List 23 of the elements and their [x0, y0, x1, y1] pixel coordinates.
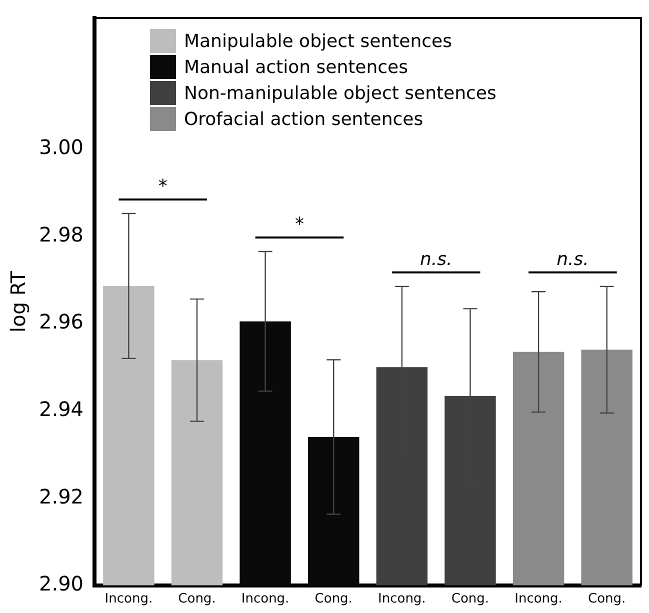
x-tick-label: Incong. — [378, 592, 426, 607]
legend-label: Orofacial action sentences — [184, 108, 424, 130]
x-tick-label: Incong. — [514, 592, 562, 607]
x-tick-label: Incong. — [241, 592, 290, 607]
legend-label: Non-manipulable object sentences — [184, 82, 496, 104]
y-tick-label: 2.96 — [39, 310, 84, 334]
annotation: * — [158, 176, 168, 198]
x-tick-label: Cong. — [314, 592, 352, 607]
legend-label: Manipulable object sentences — [184, 30, 452, 52]
annotation: * — [294, 214, 304, 236]
y-tick-label: 2.94 — [39, 397, 84, 422]
y-tick-label: 2.92 — [39, 484, 84, 508]
annotation: n.s. — [420, 249, 452, 270]
x-tick-label: Incong. — [104, 592, 153, 607]
y-tick-label: 2.98 — [39, 222, 84, 246]
annotation: n.s. — [556, 249, 589, 270]
y-axis-title: log RT — [6, 270, 30, 332]
legend-label: Manual action sentences — [184, 56, 408, 78]
x-tick-label: Cong. — [178, 592, 216, 607]
y-tick-label: 2.90 — [39, 572, 84, 596]
y-tick-label: 3.00 — [39, 135, 84, 160]
x-tick-label: Cong. — [451, 592, 490, 607]
x-tick-label: Cong. — [588, 592, 626, 607]
